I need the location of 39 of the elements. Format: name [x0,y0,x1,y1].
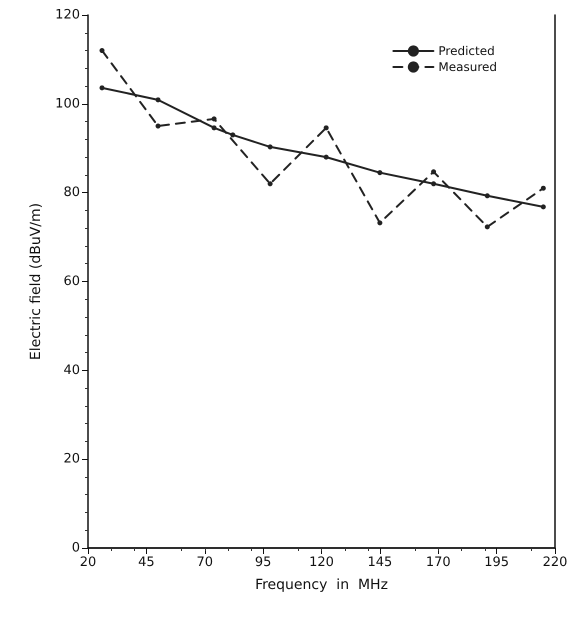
point [431,169,436,174]
y-tick-label: 120 [55,8,80,22]
point [268,181,273,186]
x-tick-label: 20 [80,555,96,570]
legend-label: Predicted [438,44,495,58]
x-tick-label: 170 [426,555,451,570]
point [540,186,546,191]
point [156,97,161,102]
point [540,204,546,210]
point [100,48,105,54]
point [324,154,329,160]
point [431,181,436,186]
point [268,144,273,150]
x-axis-title: Frequency in MHz [255,577,388,593]
x-tick-label: 195 [484,555,510,570]
point [156,124,161,129]
x-tick-label: 95 [254,555,272,570]
point [212,125,217,130]
legend-label: Measured [438,60,498,74]
y-tick-label: 60 [63,274,80,289]
x-tick-label: 220 [542,555,568,570]
x-tick-label: 120 [309,555,334,570]
y-tick-label: 100 [55,96,80,112]
point [377,220,382,226]
y-tick-label: 20 [63,452,80,467]
y-tick-label: 0 [72,540,80,556]
point [212,116,217,122]
point [324,125,329,130]
x-tick-label: 145 [367,555,392,570]
point [230,132,236,138]
x-tick-label: 70 [196,555,214,570]
y-tick-label: 80 [63,185,80,200]
point [377,170,382,176]
x-tick-label: 45 [138,555,155,570]
y-tick-label: 40 [63,362,80,378]
point [484,224,490,230]
point [484,193,490,198]
y-axis-title: Electric field (dBuV/m) [28,202,44,360]
point [100,85,105,90]
